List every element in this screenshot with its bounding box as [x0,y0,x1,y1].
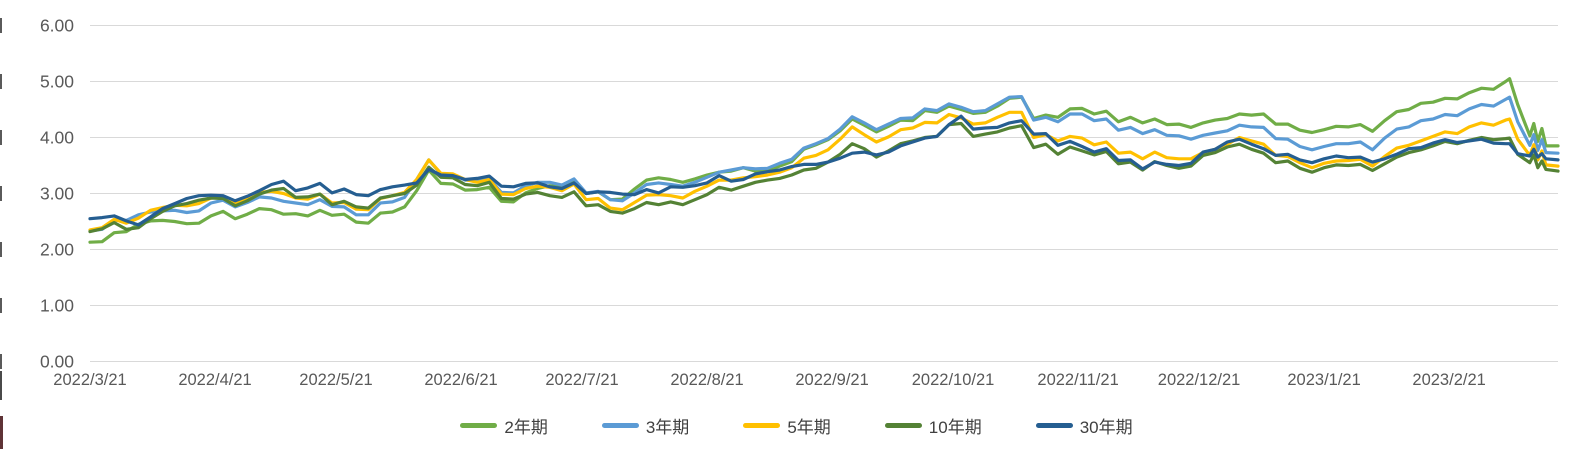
screen-edge-artifact [0,297,2,313]
legend-label: 2年期 [504,418,548,437]
legend-item-5年期: 5年期 [743,413,831,438]
chart-legend: 2年期 3年期 5年期 10年期 30年期 [0,413,1593,438]
x-axis-tick-label: 2022/8/21 [670,371,743,389]
x-axis-tick-label: 2023/2/21 [1412,371,1485,389]
x-axis-tick-label: 2022/9/21 [795,371,868,389]
x-axis-tick-label: 2023/1/21 [1287,371,1360,389]
x-axis-tick-label: 2022/12/21 [1158,371,1241,389]
screen-edge-artifact [0,241,2,257]
legend-item-30年期: 30年期 [1035,413,1133,438]
legend-label: 5年期 [787,418,831,437]
x-axis-tick-label: 2022/10/21 [912,371,995,389]
x-axis-tick-label: 2022/4/21 [178,371,251,389]
x-axis-tick-label: 2022/11/21 [1037,371,1118,389]
y-axis-tick-label: 5.00 [40,72,74,92]
x-axis-tick-label: 2022/5/21 [299,371,372,389]
legend-label: 10年期 [928,418,982,437]
x-axis-tick-label: 2022/3/21 [53,371,126,389]
legend-label: 3年期 [645,418,690,437]
series-line-5年期 [88,110,1560,232]
x-axis-tick-label: 2022/7/21 [545,371,618,389]
x-axis-tick-label: 2022/6/21 [424,371,497,389]
y-axis-tick-label: 4.00 [40,128,74,148]
legend-swatch-icon [884,423,922,428]
y-axis-tick-label: 3.00 [40,184,74,204]
series-line-3年期 [88,95,1560,233]
screen-edge-artifact [0,17,2,33]
y-axis-tick-label: 2.00 [40,240,74,260]
legend-swatch-icon [460,423,498,428]
screen-edge-artifact [0,185,2,201]
legend-item-10年期: 10年期 [884,413,982,438]
screen-edge-artifact [0,416,3,449]
y-axis-tick-label: 1.00 [40,296,74,316]
screen-edge-artifact [0,353,2,369]
legend-label: 30年期 [1079,418,1133,437]
series-line-30年期 [88,114,1560,227]
y-axis-tick-label: 6.00 [40,16,74,36]
legend-item-3年期: 3年期 [601,413,690,438]
screen-edge-artifact [0,371,2,400]
legend-swatch-icon [1035,423,1073,428]
legend-item-2年期: 2年期 [460,413,548,438]
screen-edge-artifact [0,73,2,89]
series-line-10年期 [88,121,1560,234]
legend-swatch-icon [743,423,781,428]
screen-edge-artifact [0,129,2,145]
legend-swatch-icon [601,423,639,428]
y-axis-tick-label: 0.00 [40,352,74,372]
